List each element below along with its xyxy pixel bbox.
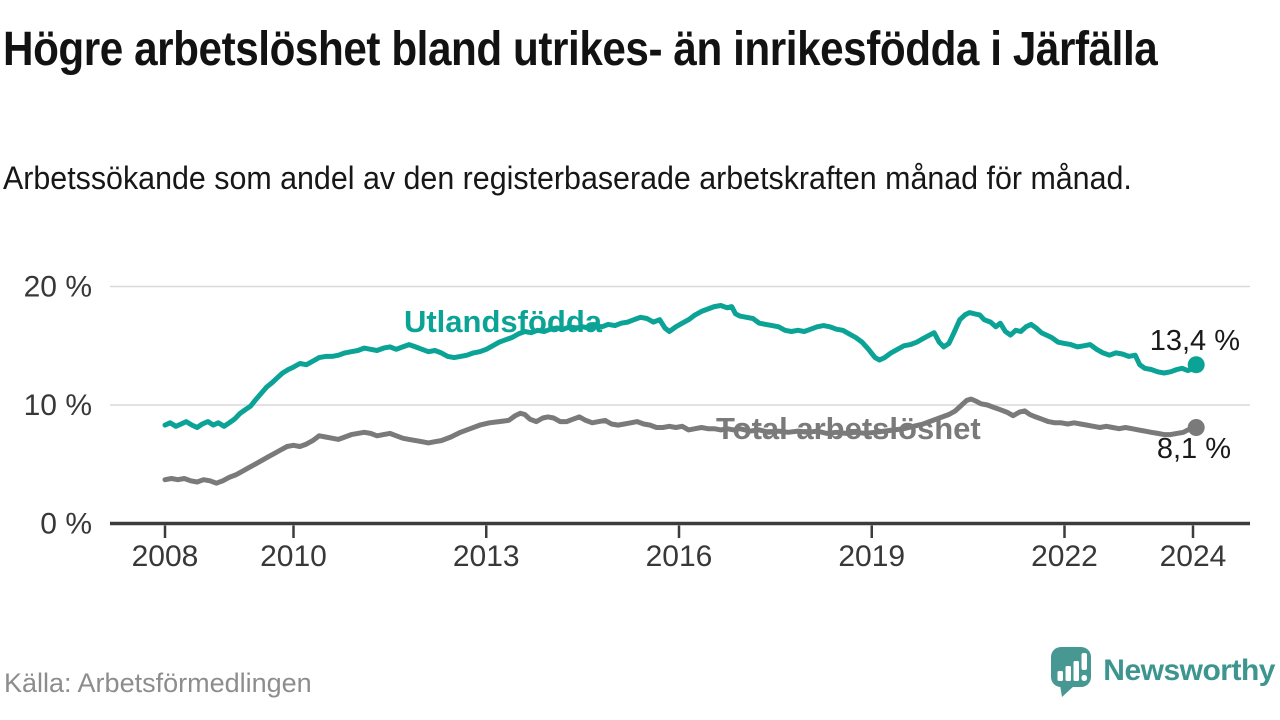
- page-title: Högre arbetslöshet bland utrikes- än inr…: [3, 23, 1158, 76]
- x-axis-tick-label-2010: 2010: [260, 540, 327, 573]
- value-label-total-arbetsloshet: 8,1 %: [1157, 433, 1231, 465]
- series-line-utlandsfodda: [162, 303, 1199, 430]
- series-end-dot-utlandsfodda: [1187, 356, 1205, 374]
- y-axis-tick-label-0: 0 %: [40, 508, 92, 541]
- x-axis-tick-label-2019: 2019: [838, 540, 905, 573]
- grid-layer: [110, 285, 1250, 406]
- series-end-dot-total: [1187, 419, 1205, 436]
- axis-layer: 20 % 10 % 0 % 2008 2010 2013 2016 2019 2022 2024: [24, 271, 1250, 573]
- series-label-total-arbetsloshet: Total arbetslöshet: [716, 411, 981, 446]
- source-text: Källa: Arbetsförmedlingen: [4, 668, 312, 698]
- brand-name: Newsworthy: [1103, 654, 1275, 687]
- x-axis-tick-label-2013: 2013: [453, 540, 520, 573]
- newsworthy-logo: Newsworthy: [1049, 645, 1275, 697]
- x-axis-tick-label-2016: 2016: [646, 540, 713, 573]
- newsworthy-logo-icon: [1051, 647, 1092, 697]
- page-subtitle: Arbetssökande som andel av den registerb…: [3, 160, 1132, 196]
- x-axis-tick-label-2022: 2022: [1031, 540, 1098, 573]
- series-label-utlandsfodda: Utlandsfödda: [404, 304, 603, 339]
- logo-bars-icon: [1057, 653, 1088, 681]
- y-axis-tick-label-10: 10 %: [24, 389, 92, 422]
- logo-bubble-tail: [1060, 685, 1076, 697]
- series-line-total: [162, 396, 1199, 486]
- series-layer: [162, 303, 1205, 486]
- y-axis-tick-label-20: 20 %: [24, 271, 92, 304]
- value-label-utlandsfodda: 13,4 %: [1150, 325, 1240, 357]
- x-axis-tick-label-2008: 2008: [132, 540, 199, 573]
- x-axis-tick-label-2024: 2024: [1160, 540, 1227, 573]
